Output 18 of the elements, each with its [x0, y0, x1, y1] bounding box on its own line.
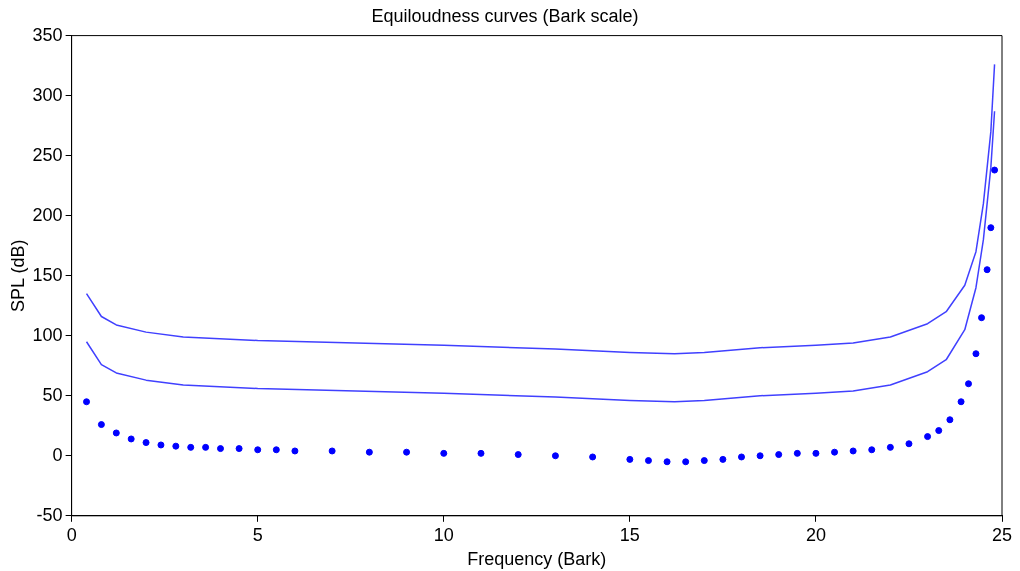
- y-axis-title: SPL (dB): [7, 239, 28, 312]
- x-tick-label: 5: [252, 524, 263, 545]
- y-tick-label: 300: [32, 84, 63, 105]
- x-tick-label: 25: [991, 524, 1013, 545]
- y-tick-label: 100: [32, 324, 63, 345]
- x-tick-label: 10: [433, 524, 454, 545]
- x-tick-label: 0: [66, 524, 77, 545]
- y-tick-label: 350: [32, 24, 63, 45]
- y-tick-label: -50: [36, 504, 63, 525]
- chart-title: Equiloudness curves (Bark scale): [371, 5, 639, 26]
- x-tick-label: 15: [619, 524, 640, 545]
- y-tick-label: 0: [52, 444, 63, 465]
- y-tick-label: 250: [32, 144, 63, 165]
- y-tick-label: 200: [32, 204, 63, 225]
- y-tick-label: 50: [42, 384, 63, 405]
- x-tick-label: 20: [805, 524, 826, 545]
- x-axis-title: Frequency (Bark): [467, 549, 607, 570]
- y-tick-label: 150: [32, 264, 63, 285]
